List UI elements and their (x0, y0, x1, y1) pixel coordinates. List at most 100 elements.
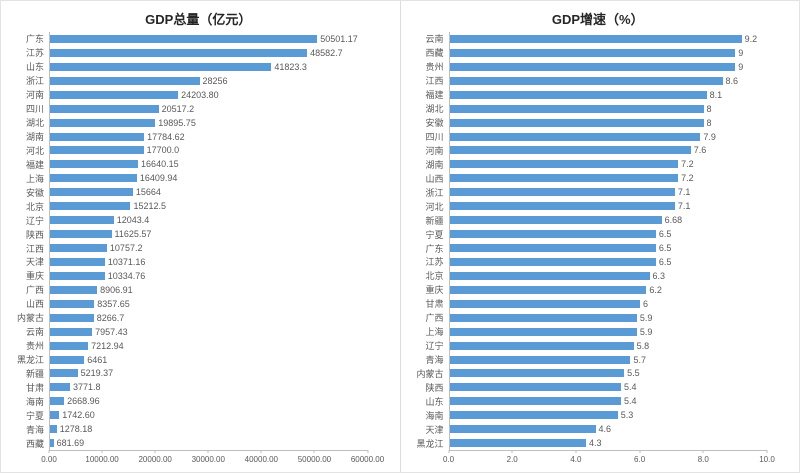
bar (50, 90, 179, 99)
category-label: 宁夏 (25, 410, 44, 421)
x-tick-mark (575, 450, 577, 453)
category-label: 西藏 (25, 438, 44, 449)
category-label: 上海 (25, 173, 44, 184)
value-label: 3771.8 (72, 382, 101, 393)
category-label: 福建 (425, 90, 444, 101)
bar-row: 内蒙古 5.5 (403, 366, 794, 381)
bar (50, 369, 78, 378)
value-label: 17784.62 (147, 131, 185, 142)
value-label: 5.3 (620, 410, 634, 421)
bar (50, 174, 137, 183)
bar (50, 216, 114, 225)
bar (449, 425, 596, 434)
bar (449, 34, 742, 43)
bar (449, 369, 625, 378)
bar (449, 244, 656, 253)
value-label: 7.1 (677, 201, 691, 212)
bar-track: 6.68 (448, 213, 768, 228)
bar-row: 宁夏 6.5 (403, 227, 794, 242)
bar-row: 新疆 5219.37 (3, 366, 394, 381)
bar-row: 上海 5.9 (403, 324, 794, 339)
bar (50, 327, 93, 336)
bar-row: 河南 24203.80 (3, 87, 394, 102)
bar (449, 397, 621, 406)
bar-track: 28256 (49, 73, 368, 88)
bar-track: 5.9 (448, 310, 768, 325)
value-label: 1278.18 (59, 424, 93, 435)
bar (449, 230, 656, 239)
bar-track: 15664 (49, 185, 368, 200)
x-tick-mark (154, 450, 156, 453)
bar-track: 9 (448, 59, 768, 74)
category-label: 湖北 (425, 104, 444, 115)
value-label: 7.9 (703, 131, 716, 142)
value-label: 5.5 (627, 368, 640, 379)
bar (50, 383, 70, 392)
bar-track: 20517.2 (49, 101, 368, 116)
bar-track: 4.3 (448, 436, 768, 451)
value-label: 50501.17 (320, 33, 358, 44)
bar (449, 313, 637, 322)
x-tick-label: 2.0 (506, 455, 518, 464)
value-label: 15212.5 (133, 201, 167, 212)
bar-row: 北京 15212.5 (3, 199, 394, 214)
category-label: 江西 (425, 76, 444, 87)
value-label: 7.2 (681, 173, 694, 184)
category-label: 陕西 (25, 229, 44, 240)
x-axis: 0.0 2.0 4.0 6.0 8.0 10.0 (403, 450, 794, 470)
value-label: 5.4 (623, 382, 637, 393)
bar-track: 15212.5 (49, 199, 368, 214)
bar (50, 104, 159, 113)
category-label: 内蒙古 (416, 368, 444, 379)
category-label: 贵州 (25, 341, 44, 352)
value-label: 10757.2 (109, 243, 143, 254)
x-tick-label: 0.00 (41, 455, 57, 464)
bar-track: 5219.37 (49, 366, 368, 381)
bar (50, 313, 94, 322)
bar-row: 广西 8906.91 (3, 282, 394, 297)
bar-row: 广东 50501.17 (3, 32, 394, 46)
x-tick-mark (367, 450, 368, 453)
x-tick-label: 60000.00 (350, 455, 385, 464)
category-label: 河北 (425, 201, 444, 212)
bar (449, 299, 640, 308)
bar (449, 160, 679, 169)
bar-row: 河北 7.1 (403, 199, 794, 214)
bar-row: 贵州 7212.94 (3, 338, 394, 353)
category-label: 新疆 (25, 368, 44, 379)
category-label: 山西 (425, 173, 444, 184)
value-label: 1742.60 (62, 410, 95, 421)
bar-track: 6.5 (448, 255, 768, 269)
bar-row: 新疆 6.68 (403, 213, 794, 228)
bar (449, 146, 691, 155)
bar (449, 188, 675, 197)
bar-row: 浙江 7.1 (403, 185, 794, 200)
bar-row: 云南 7957.43 (3, 324, 394, 339)
bar-track: 8 (448, 101, 768, 116)
value-label: 8.1 (709, 89, 723, 100)
category-label: 青海 (25, 424, 44, 435)
chart-title-gdp-total: GDP总量（亿元） (145, 12, 252, 27)
bar (50, 230, 112, 239)
bar-row: 山西 7.2 (403, 171, 794, 186)
category-label: 辽宁 (25, 215, 44, 226)
value-label: 5219.37 (80, 368, 114, 379)
bar-track: 9 (448, 45, 768, 60)
bar (50, 397, 65, 406)
category-label: 海南 (25, 396, 44, 407)
bar (50, 146, 144, 155)
value-label: 8266.7 (96, 312, 125, 323)
bar-track: 7.6 (448, 143, 768, 158)
category-label: 海南 (425, 410, 444, 421)
bar-row: 黑龙江 6461 (3, 352, 394, 367)
bar-track: 1742.60 (49, 408, 368, 423)
bar (449, 327, 637, 336)
bar-track: 5.7 (448, 352, 768, 367)
bar-row: 北京 6.3 (403, 268, 794, 283)
bar-row: 安徽 8 (403, 115, 794, 130)
bar-track: 7.1 (448, 199, 768, 214)
category-label: 黑龙江 (16, 355, 44, 366)
bar-track: 17700.0 (49, 143, 368, 158)
bar-track: 41823.3 (49, 59, 368, 74)
bar (50, 160, 139, 169)
